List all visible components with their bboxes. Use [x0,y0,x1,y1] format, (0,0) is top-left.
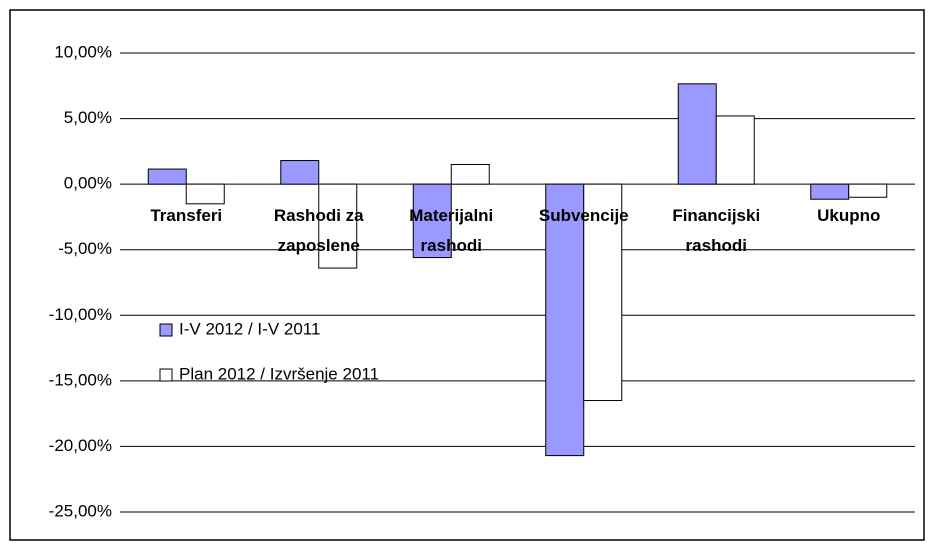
x-tick-label-line: rashodi [421,236,482,255]
bar [810,183,850,200]
y-tick-label: -25,00% [49,501,112,520]
bar [412,183,452,259]
y-tick-label: 0,00% [64,174,112,193]
legend-swatch [159,323,173,337]
bar [450,163,490,185]
x-tick-label: Financijski rashodi [672,206,760,255]
x-tick-label-line: rashodi [686,236,747,255]
x-tick-label-line: Materijalni [409,206,493,225]
bar [147,168,187,185]
legend-label: Plan 2012 / Izvršenje 2011 [179,364,379,383]
x-tick-label: Subvencije [539,206,629,225]
bar [280,160,320,185]
bar [185,183,225,205]
y-tick-label: -5,00% [58,239,112,258]
bar [848,183,888,198]
bar [318,183,358,269]
y-tick-label: 5,00% [64,108,112,127]
x-tick-label-line: Financijski [672,206,760,225]
y-tick-label: -10,00% [49,305,112,324]
x-tick-label: Rashodi za zaposlene [274,206,364,255]
legend-swatch [159,368,173,382]
x-tick-label-line: Ukupno [817,206,880,225]
x-tick-label: Transferi [150,206,222,225]
y-tick-label: -20,00% [49,436,112,455]
y-tick-label: 10,00% [54,42,112,61]
x-tick-label-line: Rashodi za [274,206,364,225]
x-tick-label: Ukupno [817,206,880,225]
bar [545,183,585,457]
x-tick-label-line: Transferi [150,206,222,225]
bar [677,83,717,185]
legend-label: I-V 2012 / I-V 2011 [179,319,320,338]
y-tick-label: -15,00% [49,370,112,389]
x-tick-label-line: zaposlene [278,236,360,255]
x-tick-label-line: Subvencije [539,206,629,225]
chart-border [9,9,925,541]
bar [583,183,623,402]
bar [715,115,755,185]
x-tick-label: Materijalni rashodi [409,206,493,255]
